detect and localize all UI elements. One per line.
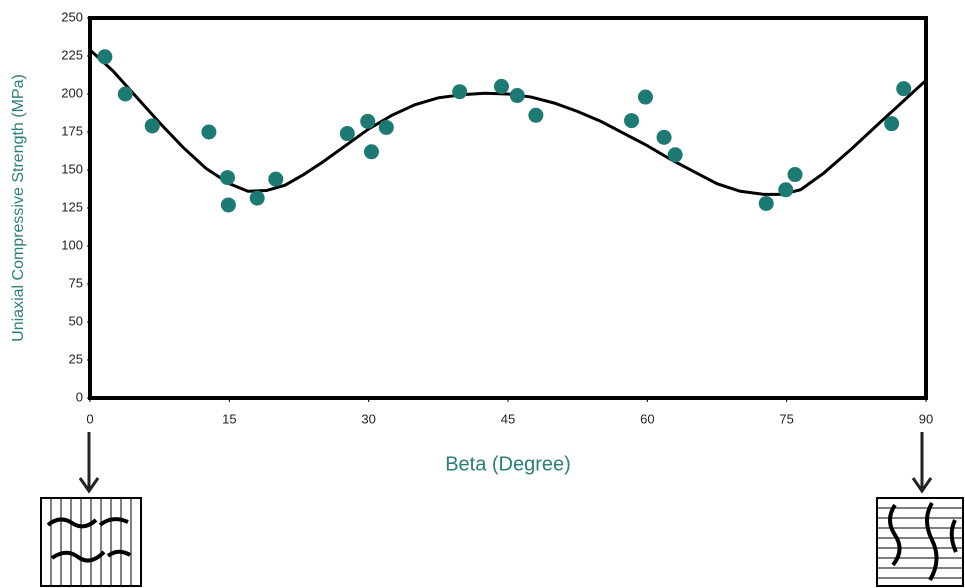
data-point [268, 171, 284, 187]
x-tick-label: 45 [501, 411, 515, 426]
data-point [624, 113, 640, 129]
data-point [452, 84, 468, 100]
data-point [220, 197, 236, 213]
vertical-layer-sample [40, 497, 142, 587]
horizontal-layer-sample [876, 497, 964, 587]
data-point [493, 78, 509, 94]
y-tick-label: 225 [61, 47, 83, 62]
y-tick-label: 75 [69, 275, 83, 290]
y-tick-label: 250 [61, 9, 83, 24]
data-point [637, 89, 653, 105]
data-point [117, 86, 133, 102]
y-tick-label: 150 [61, 161, 83, 176]
x-axis-title: Beta (Degree) [445, 453, 571, 475]
left-arrow [78, 432, 100, 494]
data-point [758, 195, 774, 211]
data-point [509, 88, 525, 104]
x-tick-label: 90 [919, 411, 933, 426]
data-point [378, 119, 394, 135]
data-point [896, 81, 912, 97]
data-point [144, 118, 160, 134]
data-point [97, 49, 113, 65]
data-point [528, 107, 544, 123]
x-tick-label: 75 [779, 411, 793, 426]
plot-frame [88, 16, 928, 400]
data-point [249, 190, 265, 206]
y-tick-label: 0 [76, 389, 83, 404]
x-tick-label: 15 [222, 411, 236, 426]
data-point [667, 147, 683, 163]
fit-curve [88, 48, 928, 196]
y-tick-label: 50 [69, 313, 83, 328]
y-tick-label: 175 [61, 123, 83, 138]
x-tick-label: 0 [86, 411, 93, 426]
y-tick-label: 100 [61, 237, 83, 252]
data-point [360, 113, 376, 129]
data-point [656, 129, 672, 145]
y-tick-label: 25 [69, 351, 83, 366]
y-axis-title: Uniaxial Compressive Strength (MPa) [10, 74, 27, 342]
data-point [884, 116, 900, 132]
data-point [787, 167, 803, 183]
data-point [219, 170, 235, 186]
right-arrow [911, 432, 933, 494]
data-point [201, 124, 217, 140]
x-tick-label: 30 [361, 411, 375, 426]
x-tick-label: 60 [640, 411, 654, 426]
y-tick-label: 200 [61, 85, 83, 100]
data-point [339, 126, 355, 142]
data-point [363, 144, 379, 160]
y-tick-label: 125 [61, 199, 83, 214]
data-point [778, 182, 794, 198]
